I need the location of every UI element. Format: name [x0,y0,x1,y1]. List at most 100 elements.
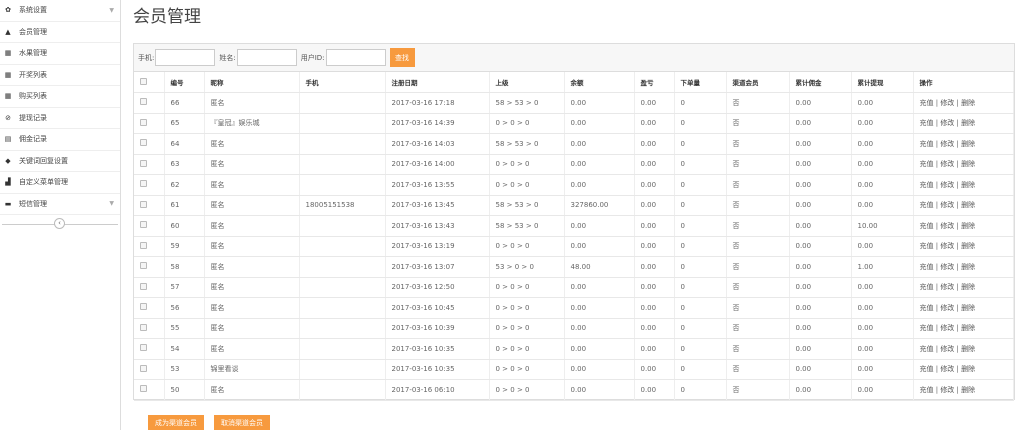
recharge-link[interactable]: 充值 [919,160,934,169]
recharge-link[interactable]: 充值 [919,324,934,333]
recharge-link[interactable]: 充值 [919,262,934,271]
row-select[interactable] [134,338,165,360]
checkbox[interactable] [140,241,147,249]
edit-link[interactable]: 修改 [940,324,955,333]
row-select[interactable] [134,133,165,155]
edit-link[interactable]: 修改 [940,139,955,148]
row-select[interactable] [134,236,165,257]
edit-link[interactable]: 修改 [940,365,955,374]
row-select[interactable] [134,379,165,401]
table-cell [299,338,386,360]
delete-link[interactable]: 删除 [961,119,976,128]
recharge-link[interactable]: 充值 [919,201,934,210]
checkbox[interactable] [140,98,147,106]
edit-link[interactable]: 修改 [940,385,955,394]
edit-link[interactable]: 修改 [940,201,955,210]
uid-input[interactable] [325,49,386,66]
checkbox[interactable] [140,303,147,311]
table-cell: 2017-03-16 10:39 [385,318,490,339]
sidebar-item-8[interactable]: ▟ 自定义菜单管理 [0,172,120,194]
row-select[interactable] [134,297,165,319]
delete-link[interactable]: 删除 [961,98,976,107]
delete-link[interactable]: 删除 [961,139,976,148]
delete-link[interactable]: 删除 [961,180,976,189]
sidebar-item-9[interactable]: ▬ 短信管理 ▼ [0,194,120,215]
sidebar-item-5[interactable]: ⊘ 提现记录 [0,108,120,129]
edit-link[interactable]: 修改 [940,180,955,189]
checkbox[interactable] [140,180,147,188]
row-select[interactable] [134,359,165,380]
delete-link[interactable]: 删除 [961,262,976,271]
recharge-link[interactable]: 充值 [919,344,934,353]
delete-link[interactable]: 删除 [961,385,976,394]
delete-link[interactable]: 删除 [961,160,976,169]
checkbox[interactable] [140,344,147,352]
name-input[interactable] [236,49,297,66]
checkbox[interactable] [140,385,147,393]
collapse-chevron-icon[interactable]: ‹ [54,218,65,229]
checkbox[interactable] [140,262,147,270]
checkbox[interactable] [140,364,147,372]
edit-link[interactable]: 修改 [940,221,955,230]
recharge-link[interactable]: 充值 [919,119,934,128]
checkbox[interactable] [140,139,147,147]
search-button[interactable]: 查找 [389,48,415,67]
recharge-link[interactable]: 充值 [919,283,934,292]
checkbox[interactable] [140,221,147,229]
row-select[interactable] [134,277,165,298]
delete-link[interactable]: 删除 [961,201,976,210]
edit-link[interactable]: 修改 [940,242,955,251]
checkbox[interactable] [140,159,147,167]
checkbox[interactable] [140,323,147,331]
recharge-link[interactable]: 充值 [919,221,934,230]
sidebar-item-4[interactable]: ▦ 购买列表 [0,86,120,108]
delete-link[interactable]: 删除 [961,365,976,374]
cancel-channel-member-button[interactable]: 取消渠道会员 [214,415,270,430]
edit-link[interactable]: 修改 [940,344,955,353]
table-row: 60 匿名 2017-03-16 13:43 58 > 53 > 0 0.00 0.00 0… [134,215,1014,237]
delete-link[interactable]: 删除 [961,303,976,312]
delete-link[interactable]: 删除 [961,283,976,292]
sidebar-item-0[interactable]: ✿ 系统设置 ▼ [0,0,120,22]
edit-link[interactable]: 修改 [940,283,955,292]
sidebar-item-1[interactable]: ▲ 会员管理 [0,22,120,43]
column-header: 累计提现 [851,72,914,93]
checkbox[interactable] [140,282,147,290]
row-select[interactable] [134,318,165,339]
row-select[interactable] [134,256,165,278]
edit-link[interactable]: 修改 [940,303,955,312]
recharge-link[interactable]: 充值 [919,98,934,107]
edit-link[interactable]: 修改 [940,160,955,169]
row-select[interactable] [134,215,165,237]
row-select[interactable] [134,195,165,216]
edit-link[interactable]: 修改 [940,98,955,107]
table-cell: 0.00 [564,133,635,155]
row-select[interactable] [134,174,165,196]
make-channel-member-button[interactable]: 成为渠道会员 [148,415,204,430]
row-select[interactable] [134,154,165,175]
row-select[interactable] [134,113,165,134]
sidebar-item-3[interactable]: ▦ 开奖列表 [0,65,120,86]
recharge-link[interactable]: 充值 [919,139,934,148]
recharge-link[interactable]: 充值 [919,242,934,251]
sidebar-item-7[interactable]: ◆ 关键词回复设置 [0,151,120,172]
delete-link[interactable]: 删除 [961,221,976,230]
checkbox[interactable] [140,118,147,126]
row-actions: 充值 | 修改 | 删除 [913,318,1014,339]
edit-link[interactable]: 修改 [940,119,955,128]
recharge-link[interactable]: 充值 [919,365,934,374]
row-select[interactable] [134,92,165,114]
checkbox[interactable] [140,77,147,85]
delete-link[interactable]: 删除 [961,344,976,353]
checkbox[interactable] [140,200,147,208]
delete-link[interactable]: 删除 [961,242,976,251]
sidebar-item-6[interactable]: ▤ 佣金记录 [0,129,120,151]
recharge-link[interactable]: 充值 [919,385,934,394]
phone-input[interactable] [155,49,216,66]
edit-link[interactable]: 修改 [940,262,955,271]
select-all[interactable] [134,72,165,93]
sidebar-item-2[interactable]: ▦ 水果管理 [0,43,120,65]
delete-link[interactable]: 删除 [961,324,976,333]
recharge-link[interactable]: 充值 [919,180,934,189]
recharge-link[interactable]: 充值 [919,303,934,312]
